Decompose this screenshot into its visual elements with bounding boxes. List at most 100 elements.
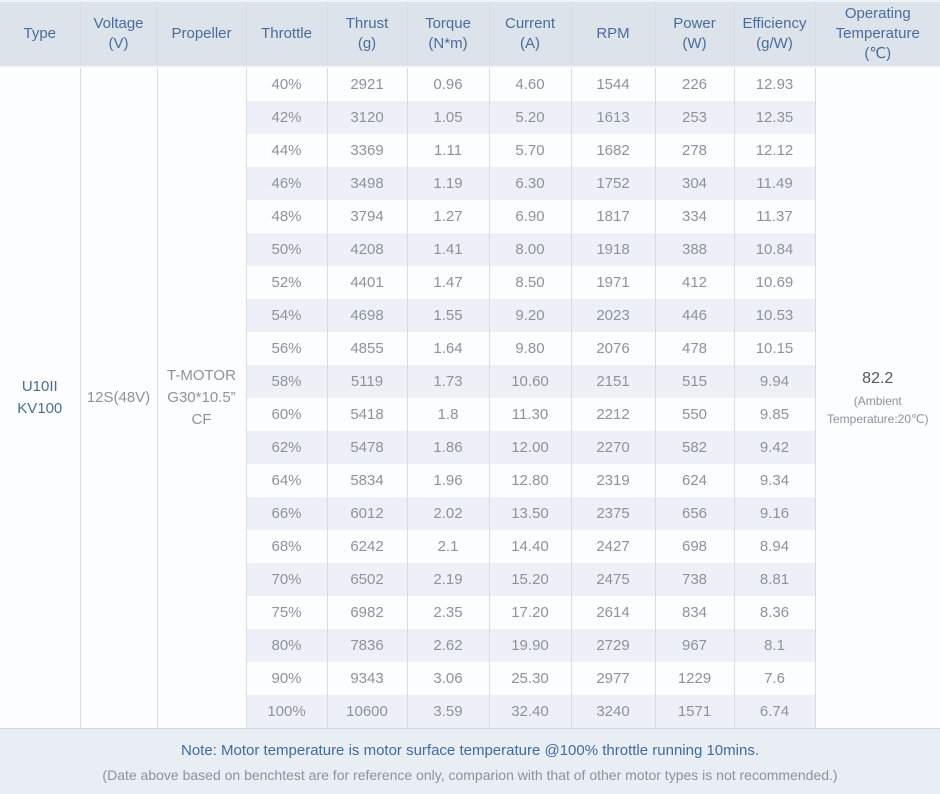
cell-current: 10.60 [488,365,572,398]
cell-rpm: 2375 [570,497,656,530]
cell-torque: 1.19 [406,167,490,200]
cell-throttle: 62% [245,431,328,464]
cell-torque: 1.64 [406,332,490,365]
cell-current: 25.30 [488,662,572,695]
cell-torque: 2.19 [406,563,490,596]
cell-power: 834 [654,596,735,629]
cell-throttle: 60% [245,398,328,431]
cell-current: 12.00 [488,431,572,464]
col-header-operating-temperature: Operating Temperature (℃) [814,0,940,68]
table-body: U10II KV100 12S(48V) T-MOTOR G30*10.5” CF 4… [0,67,940,729]
col-header-type: Type [0,0,81,68]
cell-rpm: 2614 [570,596,656,629]
col-header-propeller: Propeller [156,0,247,68]
cell-efficiency: 6.74 [733,695,816,729]
cell-type: U10II KV100 [0,67,81,729]
cell-current: 12.80 [488,464,572,497]
cell-rpm: 2729 [570,629,656,662]
cell-power: 738 [654,563,735,596]
table-header: Type Voltage (V) Propeller Throttle Thru… [0,0,940,68]
cell-efficiency: 7.6 [733,662,816,695]
table-row: 54% 4698 1.55 9.20 2023 446 10.53 [0,299,940,332]
cell-current: 17.20 [488,596,572,629]
table-row: U10II KV100 12S(48V) T-MOTOR G30*10.5” CF 4… [0,67,940,729]
cell-power: 412 [654,266,735,299]
cell-rpm: 2023 [570,299,656,332]
cell-efficiency: 10.84 [733,233,816,266]
motor-test-table: Type Voltage (V) Propeller Throttle Thru… [0,0,940,729]
table-row: 44% 3369 1.11 5.70 1682 278 12.12 [0,134,940,167]
cell-torque: 1.86 [406,431,490,464]
cell-rpm: 1682 [570,134,656,167]
table-row: 42% 3120 1.05 5.20 1613 253 12.35 [0,101,940,134]
cell-efficiency: 9.42 [733,431,816,464]
operating-temperature-value: 82.2 [862,369,894,387]
cell-power: 388 [654,233,735,266]
cell-efficiency: 9.16 [733,497,816,530]
cell-power: 304 [654,167,735,200]
cell-power: 624 [654,464,735,497]
cell-throttle: 80% [245,629,328,662]
cell-rpm: 2151 [570,365,656,398]
cell-current: 13.50 [488,497,572,530]
cell-throttle: 54% [245,299,328,332]
cell-rpm: 1544 [570,67,656,101]
cell-power: 1571 [654,695,735,729]
cell-power: 698 [654,530,735,563]
cell-operating-temperature: 82.2 (Ambient Temperature:20℃) [814,67,940,729]
cell-efficiency: 12.93 [733,67,816,101]
cell-thrust: 5834 [326,464,408,497]
cell-thrust: 3120 [326,101,408,134]
cell-torque: 2.35 [406,596,490,629]
cell-torque: 1.47 [406,266,490,299]
cell-torque: 3.59 [406,695,490,729]
cell-current: 4.60 [488,67,572,101]
col-header-voltage: Voltage (V) [79,0,158,68]
cell-torque: 1.27 [406,200,490,233]
table-row: 70% 6502 2.19 15.20 2475 738 8.81 [0,563,940,596]
cell-rpm: 2977 [570,662,656,695]
table-row: 60% 5418 1.8 11.30 2212 550 9.85 [0,398,940,431]
cell-throttle: 50% [245,233,328,266]
cell-torque: 2.1 [406,530,490,563]
cell-current: 14.40 [488,530,572,563]
cell-thrust: 5418 [326,398,408,431]
table-row: 66% 6012 2.02 13.50 2375 656 9.16 [0,497,940,530]
table-row: 56% 4855 1.64 9.80 2076 478 10.15 [0,332,940,365]
cell-throttle: 100% [245,695,328,729]
cell-rpm: 2270 [570,431,656,464]
cell-torque: 1.11 [406,134,490,167]
cell-torque: 1.96 [406,464,490,497]
col-header-thrust: Thrust (g) [326,0,408,68]
cell-power: 515 [654,365,735,398]
cell-rpm: 1817 [570,200,656,233]
cell-throttle: 42% [245,101,328,134]
table-row: 100% 10600 3.59 32.40 3240 1571 6.74 [0,695,940,729]
cell-current: 15.20 [488,563,572,596]
cell-torque: 1.8 [406,398,490,431]
cell-current: 8.50 [488,266,572,299]
cell-efficiency: 12.35 [733,101,816,134]
cell-thrust: 4855 [326,332,408,365]
cell-efficiency: 10.53 [733,299,816,332]
cell-power: 278 [654,134,735,167]
cell-throttle: 90% [245,662,328,695]
cell-efficiency: 10.69 [733,266,816,299]
cell-power: 334 [654,200,735,233]
cell-torque: 3.06 [406,662,490,695]
table-row: 58% 5119 1.73 10.60 2151 515 9.94 [0,365,940,398]
cell-thrust: 9343 [326,662,408,695]
table-row: 75% 6982 2.35 17.20 2614 834 8.36 [0,596,940,629]
cell-thrust: 3794 [326,200,408,233]
cell-rpm: 1752 [570,167,656,200]
cell-power: 582 [654,431,735,464]
cell-torque: 2.62 [406,629,490,662]
cell-throttle: 64% [245,464,328,497]
cell-thrust: 6012 [326,497,408,530]
cell-throttle: 48% [245,200,328,233]
cell-rpm: 2319 [570,464,656,497]
col-header-rpm: RPM [570,0,656,68]
cell-current: 6.30 [488,167,572,200]
cell-thrust: 6242 [326,530,408,563]
col-header-torque: Torque (N*m) [406,0,490,68]
